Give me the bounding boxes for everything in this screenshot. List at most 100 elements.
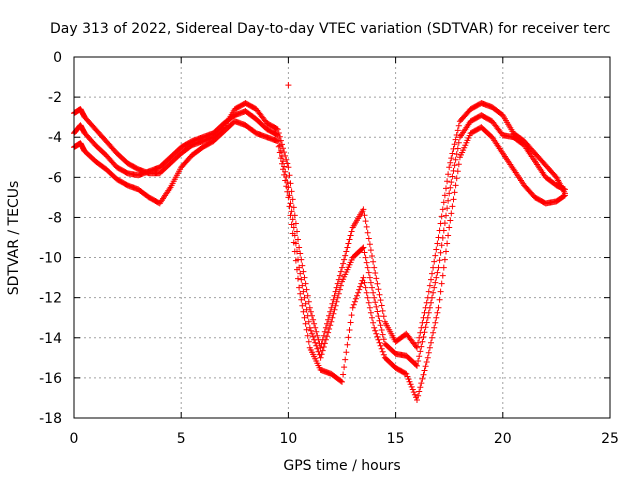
data-point [424, 354, 431, 361]
data-point [292, 257, 299, 264]
data-point [285, 82, 292, 89]
data-point [273, 125, 280, 132]
data-point [274, 132, 281, 139]
data-point [298, 276, 305, 283]
data-point [369, 314, 375, 321]
data-point [302, 280, 309, 287]
data-point [439, 272, 446, 279]
data-point [413, 361, 419, 368]
data-point [318, 351, 325, 358]
data-point [421, 367, 428, 374]
data-point [273, 131, 280, 138]
data-point [355, 289, 362, 296]
data-point [376, 339, 383, 346]
data-point [441, 220, 448, 227]
data-point [411, 391, 418, 398]
data-point [454, 127, 461, 134]
data-point [283, 156, 290, 163]
data-point [359, 245, 366, 252]
data-point [377, 322, 384, 329]
data-point [344, 341, 351, 348]
data-point [287, 200, 294, 207]
data-point [360, 274, 367, 281]
data-point [373, 330, 380, 337]
data-point [304, 312, 311, 319]
data-point [276, 142, 283, 149]
data-point [360, 206, 367, 213]
data-point [363, 289, 370, 296]
data-point [452, 136, 459, 143]
data-point [432, 252, 439, 259]
data-point [351, 298, 358, 305]
data-point [363, 259, 370, 266]
data-point [371, 264, 378, 271]
data-point [326, 326, 333, 332]
data-point [428, 276, 434, 283]
data-point [416, 353, 423, 360]
data-point [324, 333, 330, 340]
data-point [441, 192, 448, 199]
data-point [402, 370, 409, 377]
data-point [436, 296, 443, 303]
data-point [443, 185, 449, 192]
data-point [305, 318, 312, 325]
data-point [449, 150, 456, 157]
data-point [295, 236, 301, 243]
data-point [358, 280, 365, 287]
data-point [331, 292, 338, 299]
data-point [339, 264, 345, 271]
data-point [454, 145, 461, 152]
data-point [329, 300, 336, 307]
data-point [446, 190, 453, 197]
data-point [365, 299, 372, 306]
data-point [367, 247, 374, 254]
data-point [289, 230, 296, 237]
data-point [379, 307, 386, 314]
data-point [451, 141, 458, 148]
data-point [452, 156, 459, 163]
data-point [345, 334, 352, 341]
data-point [315, 348, 322, 355]
data-point [367, 279, 374, 286]
data-point [429, 334, 435, 341]
data-point [283, 183, 290, 190]
data-point [414, 362, 420, 369]
data-point [429, 294, 435, 301]
data-point [379, 348, 386, 355]
data-point [444, 205, 451, 212]
data-point [307, 308, 314, 315]
data-point [302, 320, 309, 327]
data-point [441, 256, 448, 263]
data-point [297, 250, 304, 257]
data-point [428, 299, 434, 306]
data-point [285, 194, 292, 201]
data-point [341, 256, 348, 263]
data-point [423, 319, 430, 326]
data-point [404, 373, 411, 380]
data-point [329, 314, 336, 321]
data-point [415, 339, 422, 346]
x-tick-label: 10 [279, 431, 297, 447]
data-point [326, 312, 333, 319]
data-point [451, 189, 458, 196]
data-point [403, 370, 410, 377]
data-point [407, 381, 414, 388]
data-point [280, 166, 286, 173]
data-point [322, 336, 329, 343]
data-point [562, 186, 568, 193]
data-point [341, 364, 348, 371]
data-point [440, 264, 447, 271]
data-point [447, 217, 454, 224]
data-point [363, 223, 370, 230]
y-axis-label: SDTVAR / TECUs [6, 181, 22, 296]
data-point [295, 275, 301, 282]
data-point [313, 328, 320, 335]
y-tick-label: -10 [39, 251, 62, 267]
data-point [416, 334, 423, 341]
data-point [444, 178, 451, 185]
x-tick-label: 5 [177, 431, 186, 447]
data-point [432, 319, 439, 326]
data-point [378, 327, 385, 333]
data-point [346, 236, 353, 243]
